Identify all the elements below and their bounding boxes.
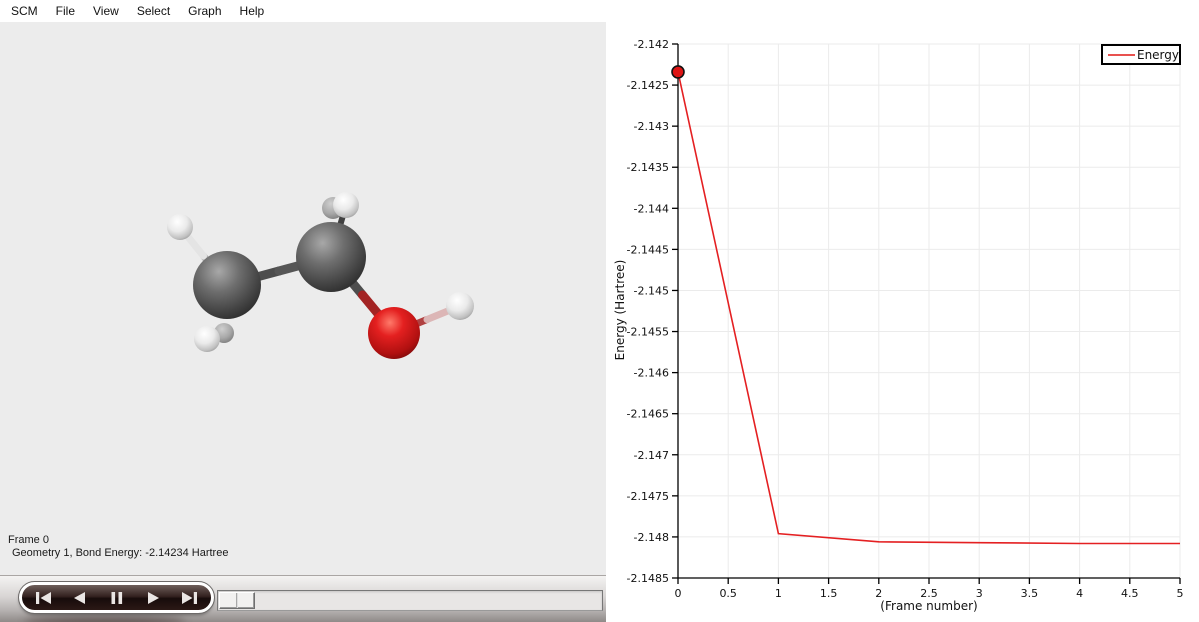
y-tick-label: -2.142 [634, 38, 669, 51]
y-tick-label: -2.143 [634, 120, 669, 133]
y-tick-label: -2.1425 [627, 79, 669, 92]
y-tick-label: -2.146 [634, 367, 669, 380]
frame-status-line2: Geometry 1, Bond Energy: -2.14234 Hartre… [12, 547, 229, 559]
energy-chart-panel: -2.142 -2.1425 -2.143 -2.1435 -2.144 -2.1445 -… [606, 22, 1199, 622]
playback-bar [0, 575, 606, 622]
y-tick-label: -2.145 [634, 284, 669, 297]
menu-file[interactable]: File [55, 4, 76, 18]
y-tick-label: -2.1485 [627, 572, 669, 585]
frame-status-line1: Frame 0 [8, 534, 49, 546]
x-tick-label: 0.5 [719, 587, 737, 600]
play-button[interactable] [142, 590, 164, 606]
skip-to-start-button[interactable] [33, 590, 55, 606]
skip-to-end-icon [182, 591, 197, 604]
y-axis-title: Energy (Hartree) [613, 259, 627, 361]
y-tick-label: -2.1445 [627, 243, 669, 256]
x-tick-label: 4.5 [1121, 587, 1139, 600]
skip-to-end-button[interactable] [178, 590, 200, 606]
menu-scm[interactable]: SCM [11, 4, 38, 18]
pill-reflection [24, 616, 186, 622]
x-axis-title: (Frame number) [880, 599, 978, 613]
frame-status: Frame 0 Geometry 1, Bond Energy: -2.1423… [8, 534, 228, 560]
atom-c[interactable] [193, 251, 261, 319]
ethanol-molecule-model[interactable] [0, 22, 606, 575]
y-tick-label: -2.144 [634, 202, 669, 215]
atom-h[interactable] [167, 214, 193, 240]
y-tick-label: -2.1435 [627, 161, 669, 174]
y-tick-label: -2.1455 [627, 326, 669, 339]
y-tick-label: -2.147 [634, 449, 669, 462]
skip-to-start-icon [36, 591, 51, 604]
play-icon [147, 591, 159, 604]
x-tick-label: 0 [675, 587, 682, 600]
step-back-icon [74, 591, 86, 604]
y-tick-label: -2.148 [634, 531, 669, 544]
x-tick-label: 3 [976, 587, 983, 600]
pause-icon [111, 591, 122, 604]
x-tick-label: 3.5 [1021, 587, 1039, 600]
frame-slider-thumb[interactable] [219, 592, 255, 609]
atom-o[interactable] [368, 307, 420, 359]
current-frame-marker[interactable] [671, 65, 685, 79]
menu-help[interactable]: Help [239, 4, 265, 18]
pause-button[interactable] [106, 590, 128, 606]
menu-bar: SCM File View Select Graph Help [0, 0, 1199, 22]
legend-series-label: Energy [1136, 47, 1179, 62]
menu-graph[interactable]: Graph [188, 4, 222, 18]
atom-h[interactable] [446, 292, 474, 320]
slider-thumb-groove [236, 593, 238, 608]
x-tick-label: 4 [1076, 587, 1083, 600]
chart-legend: Energy [1101, 44, 1181, 65]
menu-view[interactable]: View [93, 4, 119, 18]
energy-plot-canvas[interactable]: -2.142 -2.1425 -2.143 -2.1435 -2.144 -2.1445 -… [606, 22, 1199, 622]
atom-h[interactable] [333, 192, 359, 218]
x-tick-label: 1 [775, 587, 782, 600]
atom-c[interactable] [296, 222, 366, 292]
x-tick-label: 2.5 [920, 587, 938, 600]
frame-slider[interactable] [217, 590, 603, 611]
x-tick-label: 5 [1177, 587, 1184, 600]
x-tick-label: 2 [875, 587, 882, 600]
legend-line-sample [1108, 53, 1135, 56]
energy-line[interactable] [677, 71, 1180, 545]
atom-h[interactable] [194, 326, 220, 352]
step-back-button[interactable] [69, 590, 91, 606]
molecule-viewport[interactable]: Frame 0 Geometry 1, Bond Energy: -2.1423… [0, 22, 606, 575]
y-tick-label: -2.1465 [627, 408, 669, 421]
y-tick-label: -2.1475 [627, 490, 669, 503]
menu-select[interactable]: Select [136, 4, 171, 18]
x-tick-label: 1.5 [820, 587, 838, 600]
playback-button-group [18, 581, 215, 614]
